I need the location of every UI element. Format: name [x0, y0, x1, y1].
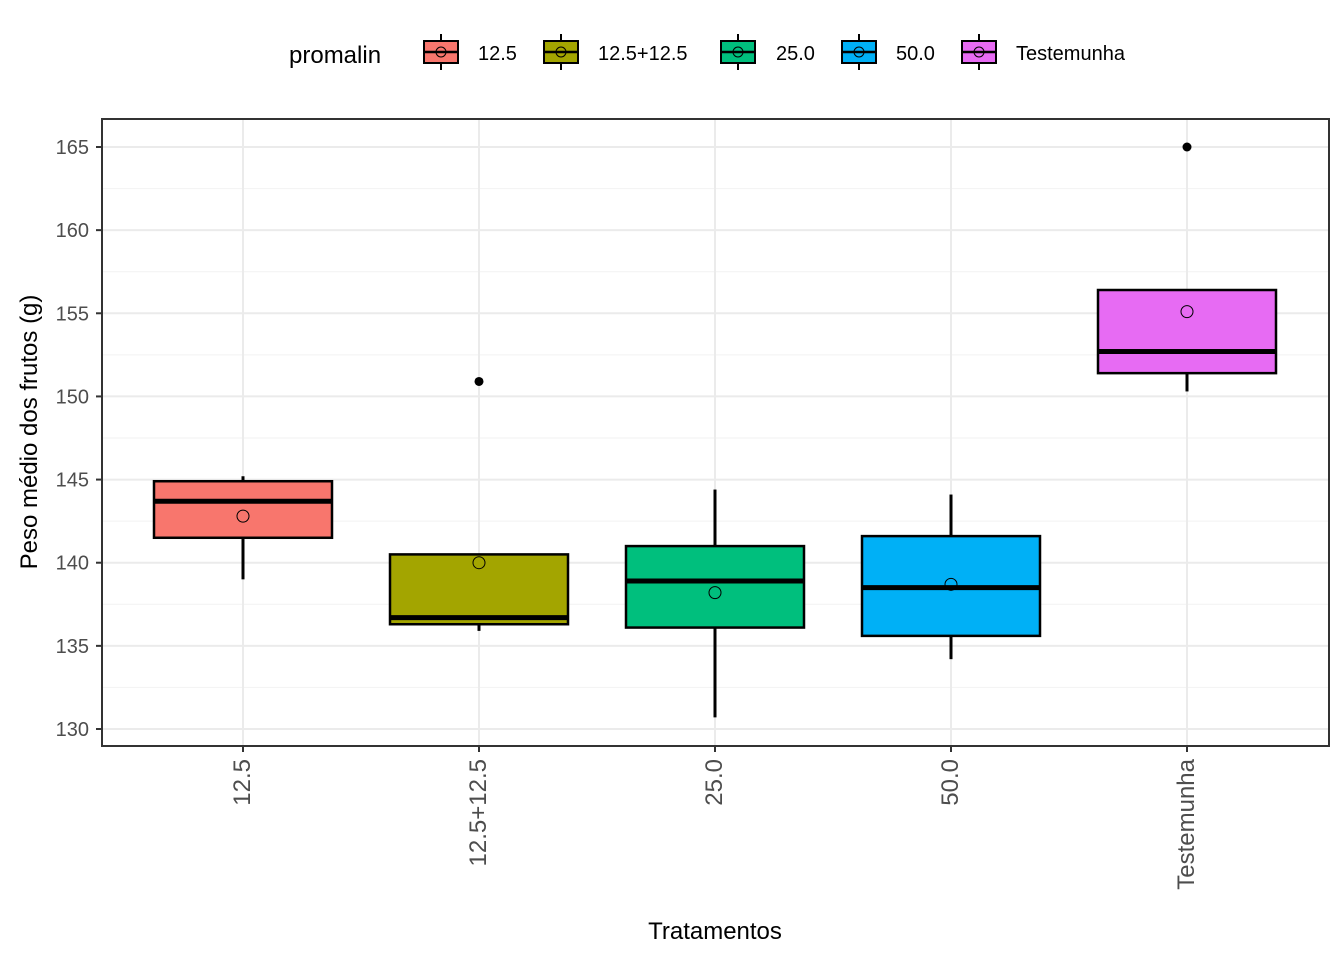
legend: promalin 12.5 12.5+12.5 25.0 50.0 Testemunha [289, 34, 1126, 70]
x-tick-label: 12.5+12.5 [465, 759, 492, 866]
legend-key-mean [435, 46, 447, 58]
legend-item-50.0: 50.0 [841, 34, 935, 70]
y-tick-label: 135 [56, 636, 89, 658]
y-tick-label: 130 [56, 719, 89, 741]
outlier-point [474, 376, 484, 386]
box-12.5 [152, 476, 334, 580]
y-tick-label: 155 [56, 303, 89, 325]
legend-item-12.5+12.5: 12.5+12.5 [543, 34, 688, 70]
x-tick-label: 12.5 [229, 759, 256, 806]
mean-point [472, 556, 486, 570]
mean-point [236, 509, 250, 523]
y-tick-label: 160 [56, 220, 89, 242]
legend-key-mean [853, 46, 865, 58]
mean-point [708, 586, 722, 600]
legend-key-mean [732, 46, 744, 58]
y-tick-label: 150 [56, 386, 89, 408]
outlier-point [1182, 142, 1192, 152]
legend-label: Testemunha [1016, 43, 1126, 65]
legend-key-mean [555, 46, 567, 58]
y-tick-label: 165 [56, 137, 89, 159]
x-tick-label: 25.0 [701, 759, 728, 806]
legend-label: 25.0 [776, 43, 815, 65]
box-iqr [152, 479, 334, 540]
x-tick-label: Testemunha [1173, 758, 1200, 889]
legend-label: 12.5+12.5 [598, 43, 688, 65]
x-axis-title: Tratamentos [648, 918, 782, 945]
box-iqr [388, 553, 570, 626]
y-axis-title: Peso médio dos frutos (g) [16, 295, 43, 570]
box-iqr [1096, 288, 1278, 375]
legend-title: promalin [289, 42, 381, 69]
y-tick-label: 145 [56, 470, 89, 492]
mean-point [1180, 305, 1194, 319]
box-Testemunha [1096, 142, 1278, 392]
box-25.0 [624, 489, 806, 718]
legend-item-12.5: 12.5 [423, 34, 517, 70]
legend-item-Testemunha: Testemunha [961, 34, 1126, 70]
box-12.5+12.5 [388, 376, 570, 631]
box-50.0 [860, 494, 1042, 660]
legend-key-mean [973, 46, 985, 58]
mean-point [944, 577, 958, 591]
legend-label: 12.5 [478, 43, 517, 65]
x-tick-label: 50.0 [937, 759, 964, 806]
legend-label: 50.0 [896, 43, 935, 65]
legend-item-25.0: 25.0 [720, 34, 815, 70]
y-tick-label: 140 [56, 553, 89, 575]
